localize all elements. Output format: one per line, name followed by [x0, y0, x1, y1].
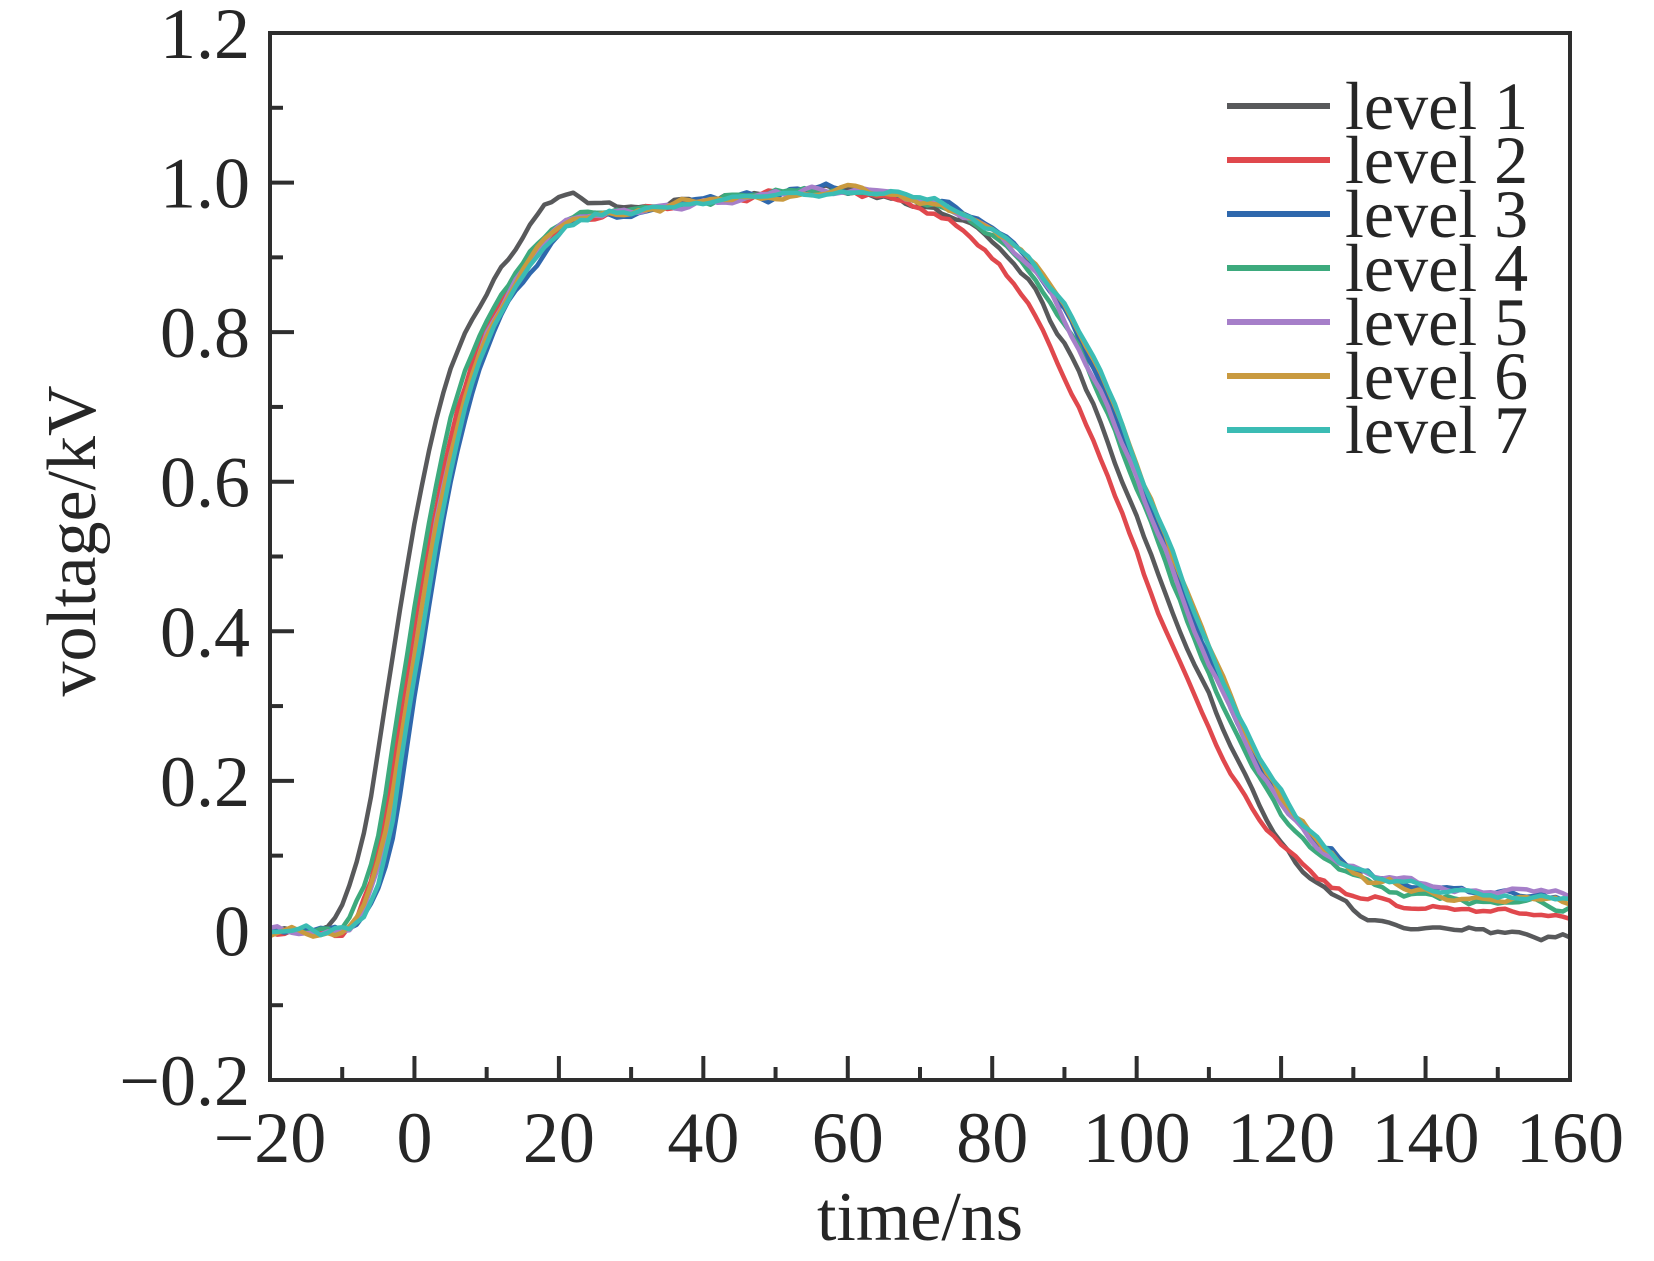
legend-item-level-5: level 5 — [1227, 284, 1528, 360]
y-tick-labels: 1.2 1.0 0.8 0.6 0.4 0.2 0 −0.2 — [119, 0, 250, 1121]
x-tick-labels: −20 0 20 40 60 80 100 120 140 160 — [214, 1098, 1624, 1178]
legend-item-level-4: level 4 — [1227, 230, 1528, 306]
x-tick-label: −20 — [214, 1098, 327, 1178]
x-tick-label: 100 — [1083, 1098, 1191, 1178]
x-tick-label: 80 — [956, 1098, 1028, 1178]
x-tick-label: 60 — [812, 1098, 884, 1178]
legend-item-level-3: level 3 — [1227, 176, 1528, 252]
legend-label: level 4 — [1345, 230, 1528, 306]
x-tick-label: 140 — [1372, 1098, 1480, 1178]
legend-item-level-1: level 1 — [1227, 68, 1528, 144]
legend-item-level-2: level 2 — [1227, 122, 1528, 198]
y-tick-label: 0.6 — [160, 443, 250, 523]
series-line-level-7 — [272, 189, 1568, 938]
y-tick-label: 0.2 — [160, 742, 250, 822]
legend-label: level 3 — [1345, 176, 1528, 252]
y-tick-label: 0.4 — [160, 592, 250, 672]
series-lines — [272, 181, 1568, 943]
x-tick-label: 20 — [523, 1098, 595, 1178]
y-tick-label: 1.2 — [160, 0, 250, 74]
plot-frame — [268, 31, 1572, 1082]
legend-label: level 6 — [1345, 338, 1528, 414]
legend-item-level-6: level 6 — [1227, 338, 1528, 414]
y-axis-label: voltage/kV — [34, 385, 111, 696]
x-tick-label: 120 — [1227, 1098, 1335, 1178]
legend-label: level 2 — [1345, 122, 1528, 198]
y-tick-label: 1.0 — [160, 144, 250, 224]
y-tick-label: 0.8 — [160, 293, 250, 373]
x-axis-label: time/ns — [817, 1179, 1023, 1256]
x-tick-label: 40 — [667, 1098, 739, 1178]
legend-label: level 5 — [1345, 284, 1528, 360]
legend-item-level-7: level 7 — [1227, 392, 1528, 468]
y-tick-label: 0 — [214, 891, 250, 971]
y-tick-label: −0.2 — [119, 1041, 250, 1121]
legend-label: level 7 — [1345, 392, 1528, 468]
legend-label: level 1 — [1345, 68, 1528, 144]
x-tick-label: 160 — [1516, 1098, 1624, 1178]
series-line-level-6 — [272, 182, 1568, 939]
x-tick-label: 0 — [396, 1098, 432, 1178]
